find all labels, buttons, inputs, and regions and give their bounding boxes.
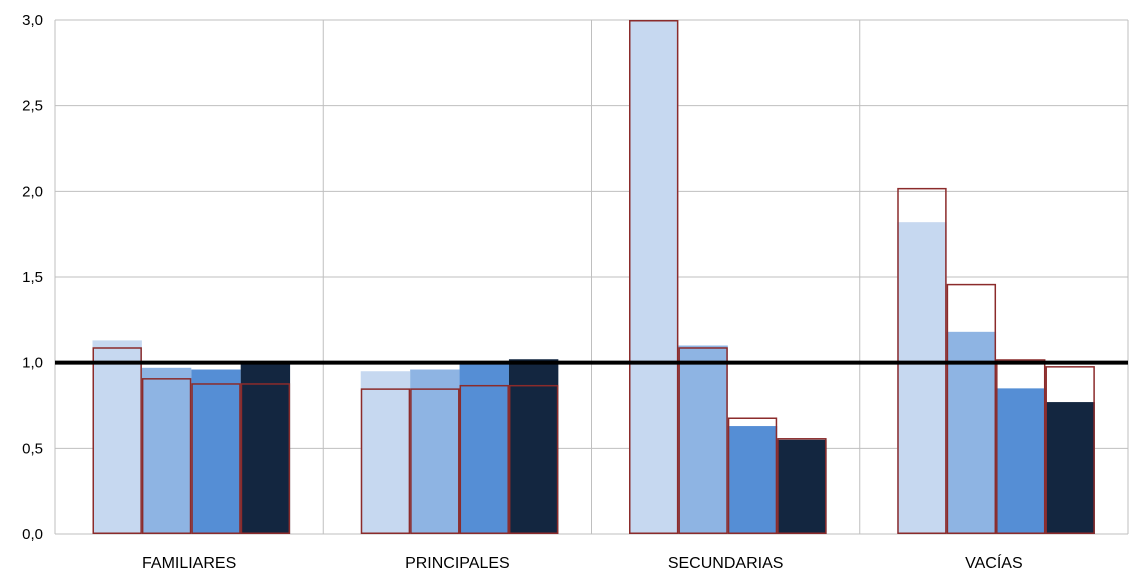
bar bbox=[727, 426, 778, 534]
outline-bar bbox=[727, 417, 778, 535]
y-tick-label: 1,0 bbox=[22, 355, 43, 372]
outline-bar bbox=[240, 383, 291, 534]
bar bbox=[1045, 402, 1095, 534]
y-tick-label: 2,5 bbox=[22, 98, 43, 115]
bar bbox=[141, 367, 192, 534]
y-tick-label: 0,5 bbox=[22, 440, 43, 457]
outline-bar bbox=[777, 438, 827, 535]
x-category-label: VACÍAS bbox=[965, 553, 1023, 572]
bar bbox=[191, 369, 241, 534]
outline-bar bbox=[92, 347, 142, 534]
bar bbox=[360, 371, 411, 534]
outline-bar bbox=[508, 384, 559, 534]
outline-bar bbox=[1045, 366, 1095, 534]
outline-bar bbox=[360, 388, 411, 534]
outline-bar bbox=[629, 20, 679, 534]
y-tick-label: 2,0 bbox=[22, 183, 43, 200]
bar bbox=[629, 20, 679, 534]
outline-bar bbox=[678, 347, 728, 534]
bar bbox=[777, 439, 827, 534]
bar bbox=[92, 340, 142, 534]
outline-bar bbox=[946, 283, 997, 534]
bar bbox=[946, 331, 997, 534]
y-tick-label: 0,0 bbox=[22, 526, 43, 543]
bar bbox=[459, 364, 509, 534]
bars bbox=[92, 20, 1095, 534]
y-tick-label: 1,5 bbox=[22, 269, 43, 286]
x-category-label: SECUNDARIAS bbox=[668, 555, 784, 572]
bar bbox=[678, 345, 728, 534]
x-category-label: PRINCIPALES bbox=[405, 555, 510, 572]
bar bbox=[897, 222, 947, 534]
outline-bar bbox=[996, 359, 1046, 534]
outline-bars bbox=[92, 20, 1095, 535]
bar bbox=[410, 369, 460, 534]
x-category-label: FAMILIARES bbox=[142, 555, 236, 572]
x-axis-categories: FAMILIARES PRINCIPALES SECUNDARIAS VACÍAS bbox=[142, 553, 1023, 572]
outline-bar bbox=[459, 384, 509, 534]
bar bbox=[240, 364, 291, 534]
outline-bar bbox=[141, 378, 192, 534]
bar bbox=[996, 388, 1046, 534]
bar bbox=[508, 359, 559, 534]
outline-bar bbox=[410, 388, 460, 534]
y-tick-label: 3,0 bbox=[22, 12, 43, 29]
y-axis-ticks: 0,0 0,5 1,0 1,5 2,0 2,5 3,0 bbox=[22, 12, 43, 543]
outline-bar bbox=[191, 383, 241, 534]
